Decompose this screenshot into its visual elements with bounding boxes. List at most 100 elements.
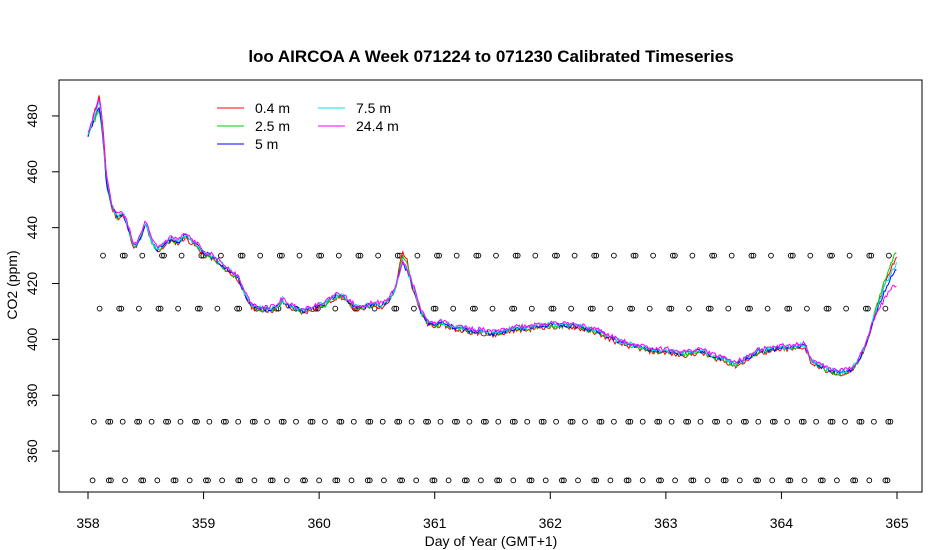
marker-point: [453, 252, 460, 259]
marker-point: [278, 418, 285, 425]
marker-point: [827, 418, 834, 425]
marker-point: [136, 305, 142, 312]
marker-point: [206, 418, 213, 425]
marker-point: [205, 477, 211, 484]
marker-point: [399, 477, 405, 484]
marker-point: [194, 305, 201, 312]
marker-point: [214, 305, 221, 312]
marker-point: [745, 305, 751, 312]
marker-point: [654, 418, 661, 425]
marker-point: [798, 418, 805, 425]
marker-point: [858, 418, 865, 425]
marker-point: [697, 418, 704, 425]
marker-point: [882, 477, 889, 484]
marker-point: [302, 477, 308, 484]
marker-point: [178, 252, 185, 259]
marker-point: [105, 418, 112, 425]
marker-point: [335, 252, 342, 259]
marker-point: [804, 305, 810, 312]
marker-point: [394, 252, 401, 259]
legend-label: 5 m: [255, 136, 278, 152]
marker-point: [316, 477, 322, 484]
marker-point: [118, 305, 125, 312]
marker-point: [434, 252, 440, 259]
y-tick-label: 380: [24, 383, 40, 407]
marker-point: [842, 418, 848, 425]
marker-point: [237, 252, 244, 259]
marker-point: [685, 418, 692, 425]
marker-point: [322, 418, 328, 425]
marker-point: [639, 418, 646, 425]
marker-point: [509, 418, 516, 425]
marker-point: [726, 418, 733, 425]
marker-point: [470, 305, 476, 312]
marker-point: [755, 477, 761, 484]
marker-point: [177, 418, 184, 425]
marker-point: [598, 418, 605, 425]
marker-point: [375, 252, 381, 259]
marker-point: [887, 418, 894, 425]
marker-point: [593, 252, 600, 259]
marker-point: [550, 305, 557, 312]
marker-point: [334, 477, 341, 484]
marker-point: [552, 252, 558, 259]
marker-point: [350, 418, 357, 425]
marker-point: [429, 477, 436, 484]
marker-point: [197, 305, 203, 312]
marker-point: [540, 418, 547, 425]
marker-point: [843, 305, 849, 312]
marker-point: [198, 252, 205, 259]
marker-point: [452, 418, 458, 425]
marker-point: [865, 305, 871, 312]
marker-point: [175, 305, 181, 312]
marker-point: [296, 252, 303, 259]
marker-point: [466, 418, 473, 425]
marker-point: [709, 252, 715, 259]
marker-point: [279, 252, 285, 259]
marker-point: [96, 305, 103, 312]
marker-point: [411, 305, 417, 312]
marker-point: [381, 477, 387, 484]
marker-point: [235, 477, 242, 484]
marker-point: [596, 418, 603, 425]
marker-point: [743, 418, 749, 425]
marker-point: [886, 252, 892, 259]
marker-point: [787, 477, 794, 484]
marker-point: [629, 305, 635, 312]
legend-label: 2.5 m: [255, 118, 290, 134]
marker-point: [309, 418, 316, 425]
marker-point: [690, 477, 697, 484]
marker-point: [218, 252, 224, 259]
marker-point: [666, 305, 673, 312]
marker-point: [554, 252, 560, 259]
marker-point: [871, 418, 877, 425]
marker-point: [542, 477, 549, 484]
marker-point: [136, 418, 143, 425]
marker-point: [771, 418, 778, 425]
marker-point: [509, 305, 515, 312]
marker-point: [526, 477, 533, 484]
marker-point: [393, 305, 400, 312]
marker-point: [607, 477, 614, 484]
marker-point: [722, 477, 729, 484]
marker-point: [307, 418, 314, 425]
marker-point: [632, 252, 639, 259]
marker-point: [862, 305, 869, 312]
marker-point: [219, 477, 225, 484]
marker-point: [276, 252, 283, 259]
marker-point: [170, 477, 177, 484]
marker-point: [478, 477, 484, 484]
marker-point: [413, 477, 420, 484]
marker-point: [475, 252, 482, 259]
marker-point: [236, 305, 243, 312]
marker-point: [548, 305, 555, 312]
marker-point: [251, 477, 258, 484]
x-tick-label: 360: [307, 515, 331, 531]
marker-point: [884, 477, 891, 484]
marker-point: [431, 477, 438, 484]
marker-point: [538, 418, 545, 425]
marker-point: [627, 418, 634, 425]
marker-point: [866, 477, 873, 484]
marker-point: [514, 252, 521, 259]
